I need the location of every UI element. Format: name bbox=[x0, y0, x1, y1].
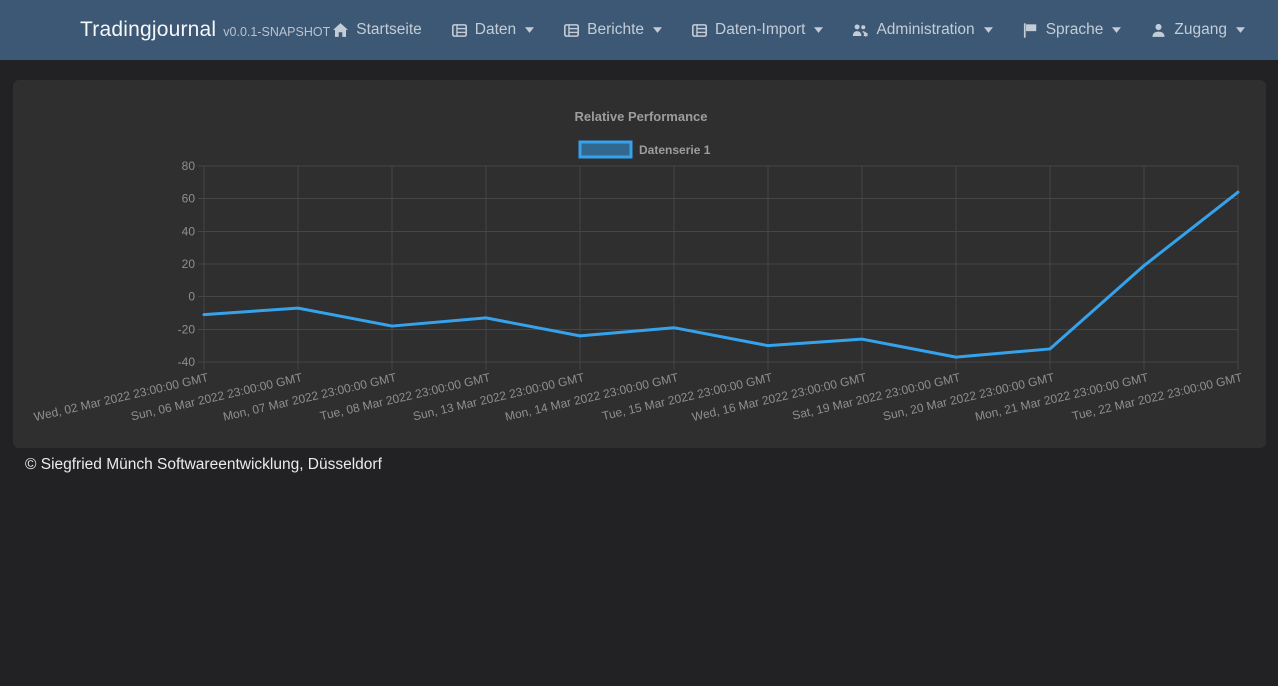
nav-label: Daten-Import bbox=[715, 21, 806, 38]
nav-label: Zugang bbox=[1174, 21, 1227, 38]
y-axis-label: 20 bbox=[182, 257, 196, 271]
chevron-down-icon bbox=[814, 27, 824, 33]
brand-link[interactable]: Tradingjournal v0.0.1-SNAPSHOT bbox=[80, 18, 330, 42]
table-icon bbox=[451, 23, 467, 37]
chevron-down-icon bbox=[1112, 27, 1122, 33]
y-axis-label: 40 bbox=[182, 224, 196, 238]
chevron-down-icon bbox=[653, 27, 663, 33]
table-icon bbox=[564, 23, 580, 37]
footer: © Siegfried Münch Softwareentwicklung, D… bbox=[13, 448, 1266, 474]
home-icon bbox=[333, 22, 349, 37]
chart-title: Relative Performance bbox=[575, 109, 708, 124]
nav-label: Berichte bbox=[587, 21, 645, 38]
y-axis-label: 0 bbox=[188, 290, 195, 304]
nav-item-sprache[interactable]: Sprache bbox=[1022, 21, 1122, 39]
copyright-text: © Siegfried Münch Softwareentwicklung, D… bbox=[25, 456, 382, 473]
flag-icon bbox=[1023, 22, 1036, 38]
chevron-down-icon bbox=[1236, 27, 1245, 33]
nav-label: Daten bbox=[474, 21, 517, 38]
nav-label: Administration bbox=[876, 21, 975, 38]
nav-item-daten-import[interactable]: Daten-Import bbox=[691, 21, 824, 39]
legend-label[interactable]: Datenserie 1 bbox=[639, 143, 711, 157]
nav-item-berichte[interactable]: Berichte bbox=[563, 21, 663, 39]
series-line[interactable] bbox=[202, 190, 1240, 359]
nav-item-daten[interactable]: Daten bbox=[451, 21, 535, 39]
table-icon bbox=[692, 23, 708, 37]
user-icon bbox=[1152, 23, 1165, 37]
nav-item-startseite[interactable]: Startseite bbox=[332, 21, 422, 39]
nav-label: Sprache bbox=[1045, 21, 1104, 38]
y-axis-label: 60 bbox=[182, 192, 196, 206]
navbar: Tradingjournal v0.0.1-SNAPSHOT Startseit… bbox=[0, 0, 1278, 60]
app-version: v0.0.1-SNAPSHOT bbox=[223, 25, 331, 39]
app-title: Tradingjournal bbox=[80, 18, 217, 41]
legend-swatch[interactable] bbox=[578, 140, 633, 159]
nav-item-zugang[interactable]: Zugang bbox=[1150, 21, 1245, 39]
chevron-down-icon bbox=[525, 27, 535, 33]
main-menu: Startseite Daten Berichte bbox=[332, 21, 1245, 39]
x-axis-label: Tue, 22 Mar 2022 23:00:00 GMT bbox=[1071, 370, 1245, 423]
nav-label: Startseite bbox=[356, 21, 422, 38]
nav-item-administration[interactable]: Administration bbox=[852, 21, 993, 39]
chevron-down-icon bbox=[983, 27, 993, 33]
users-gear-icon bbox=[853, 23, 869, 37]
chart-grid bbox=[198, 165, 1239, 370]
main-content: 80 60 40 20 0 -20 -40 Wed, 02 Mar 2022 23:00:00… bbox=[0, 60, 1278, 474]
y-axis-label: 80 bbox=[182, 159, 196, 173]
y-axis-label: -40 bbox=[178, 355, 196, 369]
y-axis-label: -20 bbox=[178, 322, 196, 336]
chart-panel: 80 60 40 20 0 -20 -40 Wed, 02 Mar 2022 23:00:00… bbox=[13, 80, 1266, 448]
